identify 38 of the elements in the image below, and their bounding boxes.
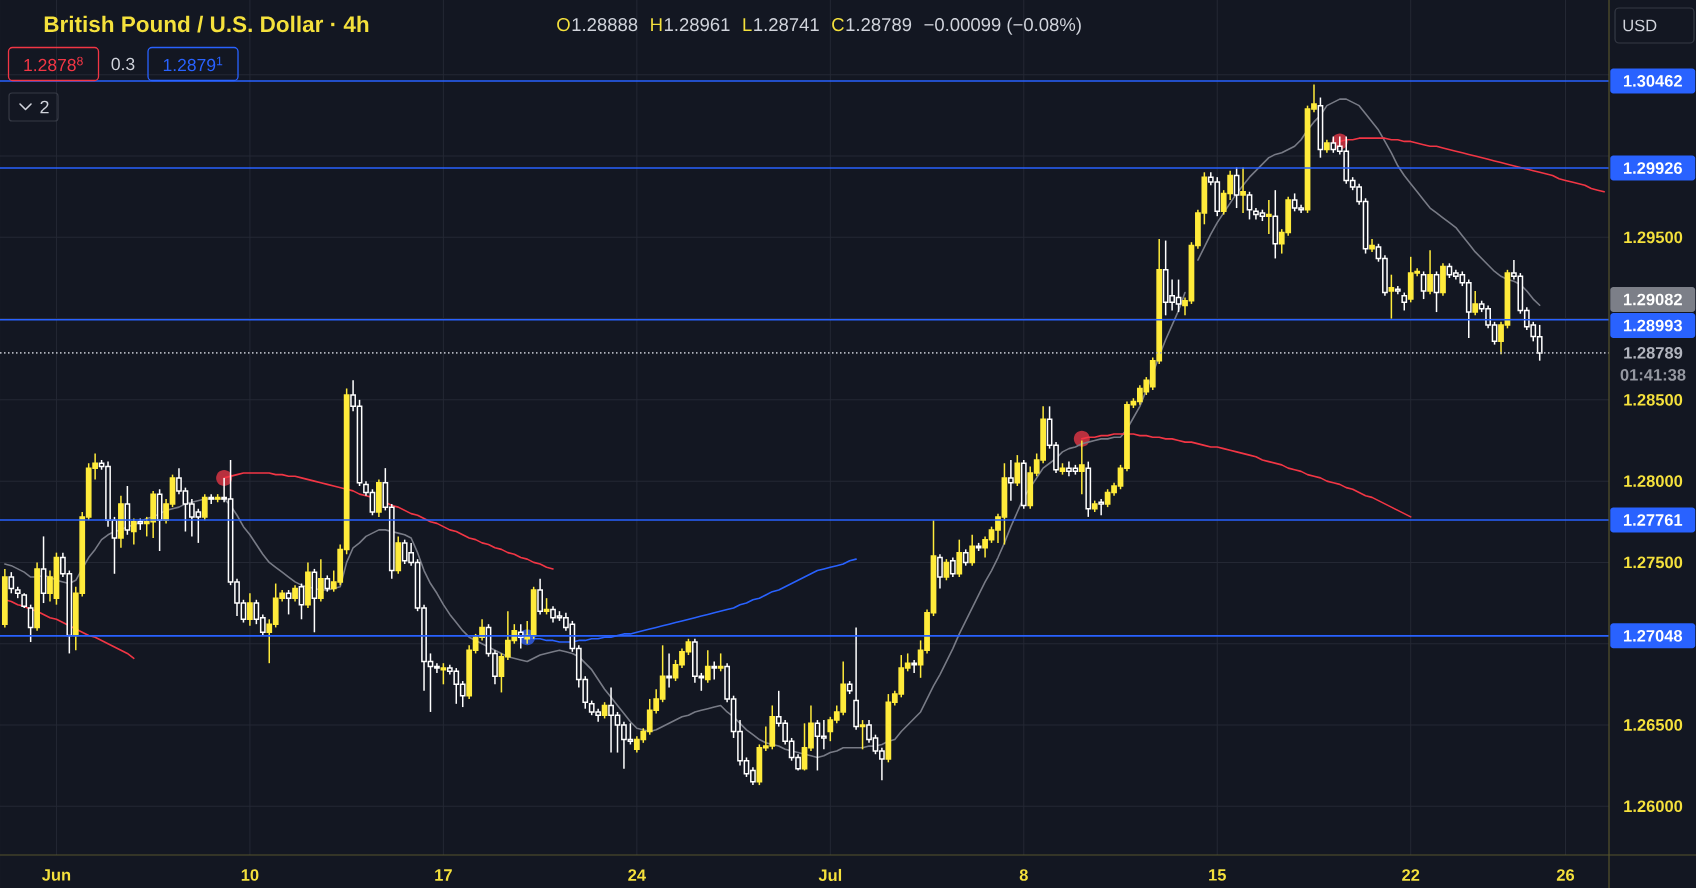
x-tick-label: Jul: [818, 868, 842, 882]
y-tick-label: 1.26500: [1624, 719, 1683, 731]
annotation: 2: [40, 100, 49, 114]
annotation: L: [743, 18, 752, 31]
text: USD: [1623, 19, 1657, 32]
ref-line-label: 1.29926: [1623, 162, 1682, 174]
y-tick-label: 1.27500: [1624, 556, 1683, 569]
annotation: O: [557, 18, 570, 32]
x-tick-label: 17: [435, 869, 452, 881]
y-tick-label: 1.26000: [1624, 800, 1683, 813]
annotation: H: [651, 18, 662, 31]
x-tick-label: 26: [1556, 869, 1575, 881]
y-tick-label: 1.28000: [1624, 475, 1683, 487]
ref-line-label: 1.27761: [1623, 514, 1683, 526]
annotation: 1.2879$^{1}$: [163, 56, 223, 72]
annotation: 1.2878$^{8}$: [24, 56, 83, 72]
text: 1.29082: [1623, 293, 1682, 306]
ref-line-label: 1.28789: [1624, 347, 1683, 359]
ref-line-label: 1.30462: [1623, 75, 1682, 87]
annotation: 1.28961: [664, 18, 730, 32]
text: British Pound / U.S. Dollar · 4h: [44, 15, 369, 33]
annotation: 1.28741: [754, 18, 819, 32]
ref-line-label: 1.27048: [1623, 630, 1683, 642]
y-tick-label: 1.28500: [1624, 394, 1683, 406]
text: 01:41:38: [1620, 369, 1686, 381]
x-tick-label: 10: [241, 869, 259, 881]
ref-line-label: 1.28993: [1623, 319, 1682, 332]
x-tick-label: 8: [1019, 869, 1028, 881]
annotation: −0.00099 (−0.08%): [924, 17, 1081, 35]
x-tick-label: Jun: [42, 869, 71, 881]
y-tick-label: 1.29500: [1624, 231, 1683, 244]
annotation: C: [832, 18, 844, 32]
annotation: 1.28789: [846, 18, 912, 32]
annotation: 1.28888: [572, 18, 638, 32]
x-tick-label: 15: [1209, 869, 1226, 881]
x-tick-label: 24: [628, 869, 646, 881]
x-tick-label: 22: [1402, 869, 1420, 881]
annotation: 0.3: [111, 57, 135, 71]
